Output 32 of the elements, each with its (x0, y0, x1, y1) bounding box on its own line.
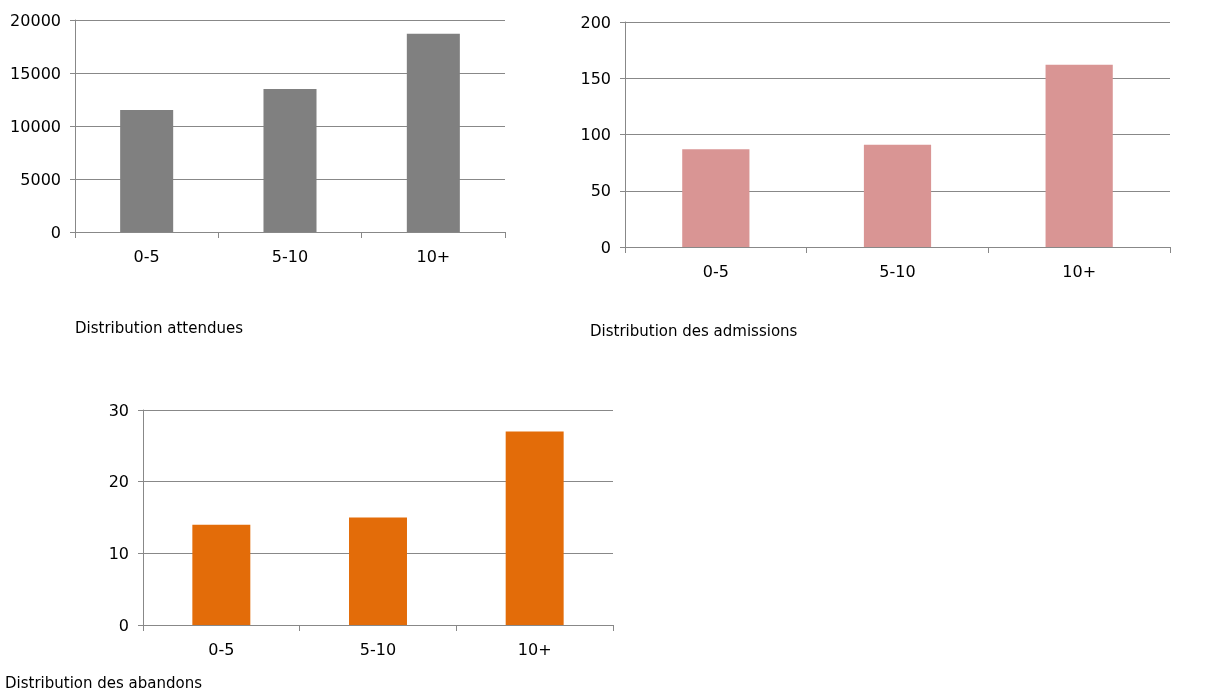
y-tick-label: 20 (108, 472, 129, 492)
y-tick-label: 20000 (10, 10, 61, 30)
x-tick-label: 5-10 (359, 639, 397, 659)
bar (505, 431, 564, 625)
text: Distribution attendues (75, 318, 244, 337)
y-tick-label: 10000 (10, 116, 61, 136)
y-tick-label: 5000 (20, 169, 61, 189)
bar (349, 517, 407, 625)
bar (682, 149, 750, 247)
y-tick-label: 30 (108, 400, 129, 420)
x-tick-label: 10+ (416, 246, 451, 266)
bar (863, 144, 932, 247)
y-tick-label: 100 (580, 125, 611, 144)
y-tick-label: 15000 (10, 63, 61, 83)
text: Distribution des abandons (5, 673, 203, 692)
x-tick-label: 0-5 (133, 246, 160, 266)
y-tick-label: 10 (108, 543, 129, 563)
y-tick-label: 0 (118, 615, 129, 635)
y-tick-label: 0 (600, 237, 611, 257)
y-tick-label: 50 (590, 181, 611, 201)
bar (1045, 64, 1113, 247)
text: Distribution des admissions (590, 321, 798, 340)
y-tick-label: 200 (580, 12, 611, 32)
x-tick-label: 10+ (1062, 261, 1097, 281)
y-tick-label: 0 (50, 222, 61, 242)
x-tick-label: 5-10 (879, 261, 916, 281)
bar (192, 524, 251, 625)
y-tick-label: 150 (580, 68, 611, 88)
x-tick-label: 10+ (517, 639, 552, 659)
x-tick-label: 0-5 (702, 261, 729, 281)
x-tick-label: 0-5 (208, 639, 235, 659)
x-tick-label: 5-10 (271, 246, 309, 266)
